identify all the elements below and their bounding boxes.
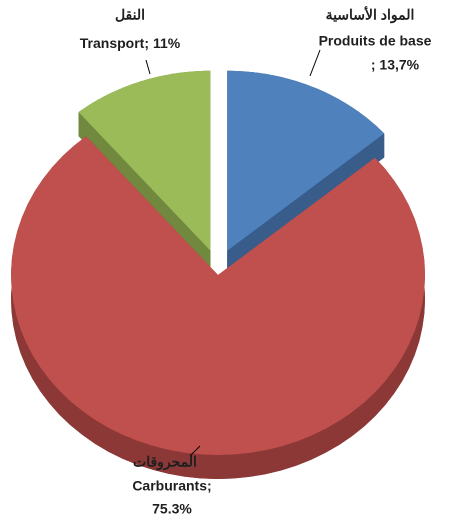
leader-line xyxy=(309,49,321,77)
slice-top xyxy=(227,70,385,251)
slice-label: Carburants; xyxy=(132,478,211,494)
slice-label: Produits de base xyxy=(319,33,432,49)
leader-line xyxy=(145,59,151,75)
slice-top xyxy=(78,70,211,251)
slice xyxy=(11,136,425,480)
pie xyxy=(11,70,425,480)
value-label: ; 13,7% xyxy=(371,57,420,73)
slice-label-ar: النقل xyxy=(115,7,145,23)
leader-line xyxy=(189,445,201,457)
slice-label-ar: المحروقات xyxy=(133,454,197,471)
slice-label-ar: المواد الأساسية xyxy=(326,6,415,24)
slice-label: Transport; xyxy=(80,35,149,51)
value-label: 75.3% xyxy=(152,501,192,517)
value-label: 11% xyxy=(153,35,181,51)
slice-label: Transport; 11% xyxy=(80,35,181,51)
slice-top xyxy=(11,136,425,456)
